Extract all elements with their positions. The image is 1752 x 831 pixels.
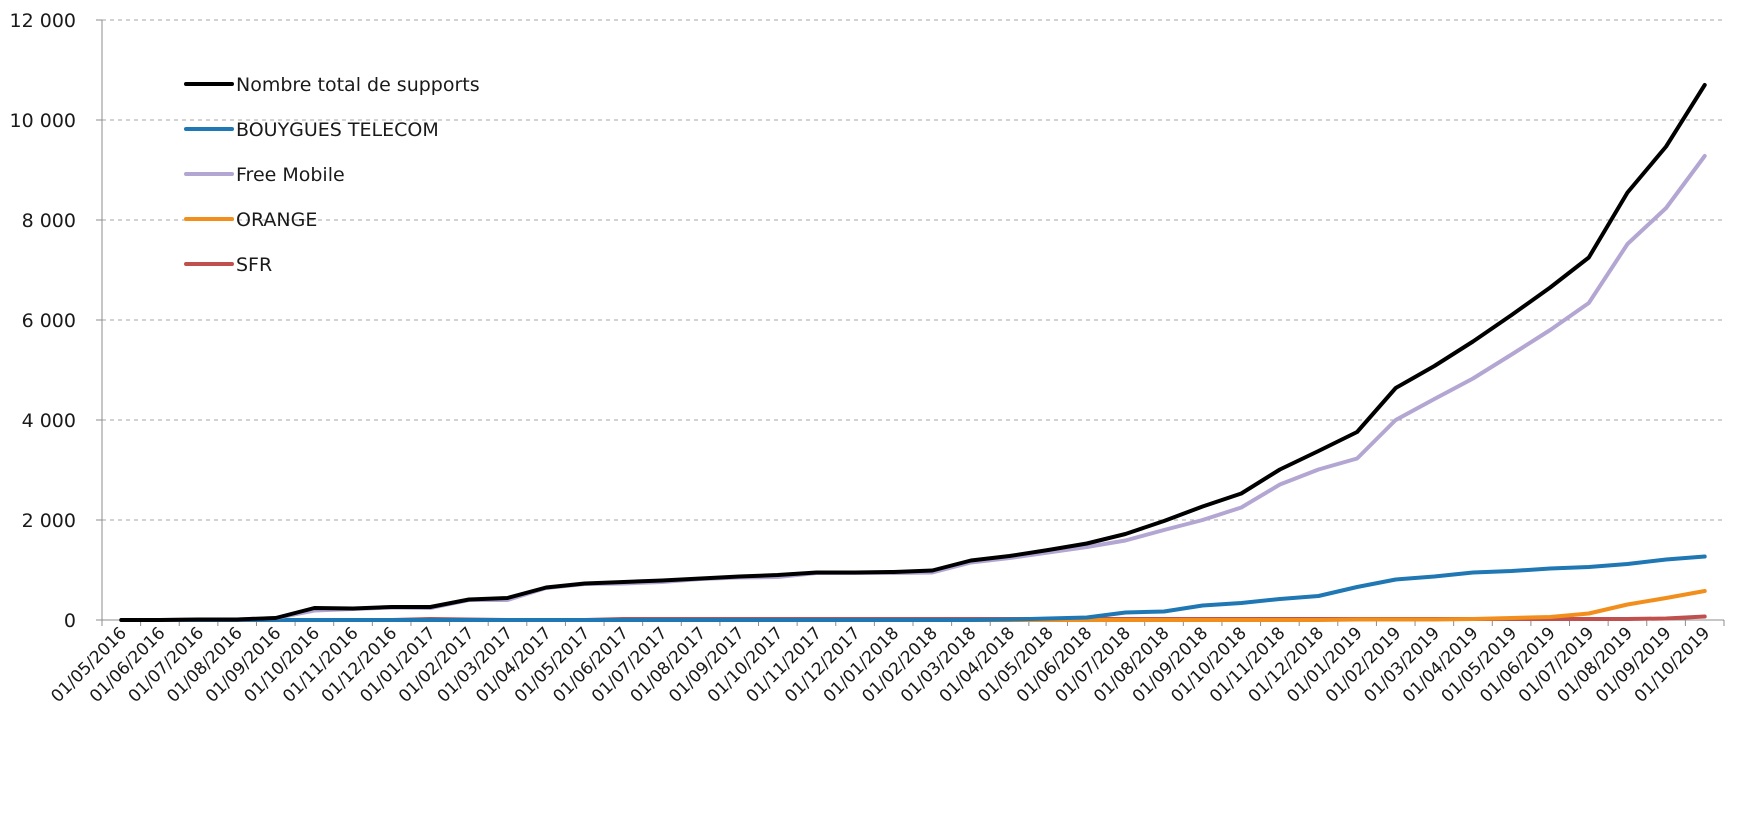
y-tick-label: 0: [64, 610, 76, 632]
y-tick-label: 6 000: [22, 310, 76, 332]
y-tick-label: 4 000: [22, 410, 76, 432]
series-line-bouygues-telecom: [119, 554, 1707, 622]
axes: [96, 19, 1725, 626]
series-lines: [119, 83, 1707, 622]
series-line-orange: [119, 589, 1707, 622]
x-axis-tick-labels: 01/05/201601/06/201601/07/201601/08/2016…: [47, 623, 1714, 706]
y-tick-label: 8 000: [22, 210, 76, 232]
legend-label: Nombre total de supports: [236, 74, 480, 96]
legend-label: SFR: [236, 254, 272, 276]
series-line-nombre-total-de-supports: [119, 83, 1707, 622]
legend-label: BOUYGUES TELECOM: [236, 119, 439, 141]
legend-item: Nombre total de supports: [184, 74, 480, 96]
series-line-free-mobile: [119, 154, 1707, 622]
legend-item: SFR: [184, 254, 272, 276]
y-axis-tick-labels: 0 2 000 4 000 6 000 8 000 10 000 12 000: [10, 10, 76, 632]
legend-item: Free Mobile: [184, 164, 345, 186]
legend-item: BOUYGUES TELECOM: [184, 119, 439, 141]
y-tick-label: 10 000: [10, 110, 76, 132]
legend-item: ORANGE: [184, 209, 317, 231]
gridlines: [102, 19, 1724, 521]
y-tick-label: 2 000: [22, 510, 76, 532]
y-tick-label: 12 000: [10, 10, 76, 32]
legend-label: Free Mobile: [236, 164, 345, 186]
legend-label: ORANGE: [236, 209, 317, 231]
legend: Nombre total de supports BOUYGUES TELECOM…: [184, 74, 480, 276]
